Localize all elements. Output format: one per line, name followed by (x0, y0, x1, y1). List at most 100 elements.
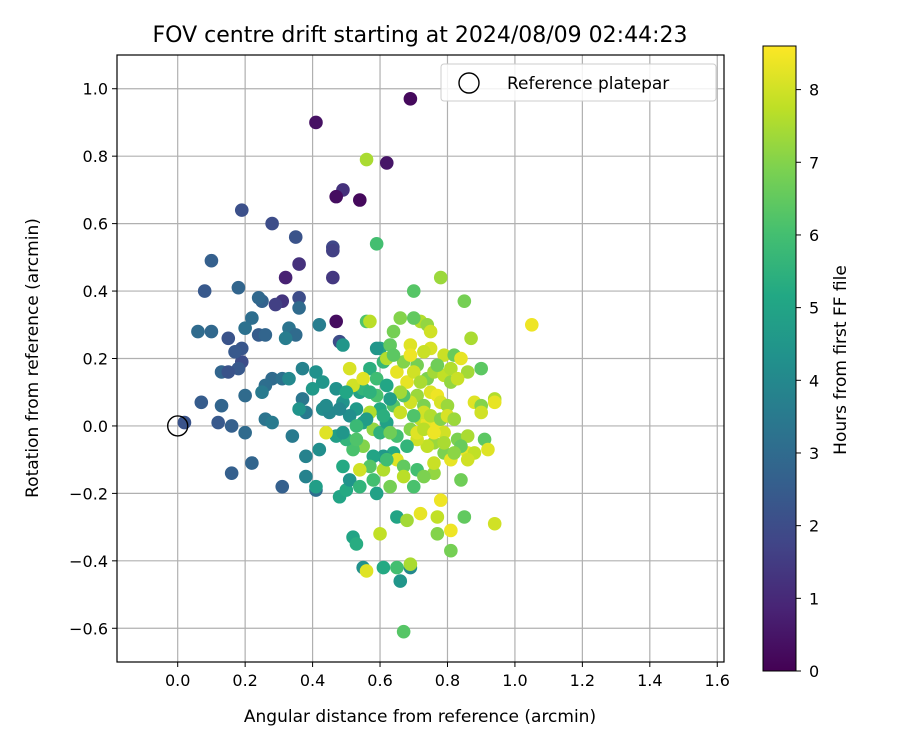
data-point (342, 361, 357, 376)
y-tick-label: −0.6 (69, 619, 108, 638)
data-point (403, 557, 418, 572)
data-point (245, 456, 259, 470)
data-point (460, 429, 475, 443)
data-point (231, 280, 246, 295)
x-tick-label: 0.6 (367, 671, 392, 690)
data-point (204, 324, 219, 339)
data-point (332, 402, 347, 416)
reference-platepar-marker (166, 415, 189, 437)
data-point (353, 462, 367, 477)
x-tick-label: 1.0 (502, 671, 527, 690)
data-point (224, 419, 239, 433)
data-point (430, 358, 445, 373)
data-point (305, 382, 320, 396)
data-point (265, 415, 279, 430)
data-point (363, 385, 377, 400)
data-point (309, 365, 323, 379)
legend: Reference platepar (440, 63, 717, 102)
data-point (474, 405, 489, 420)
data-point (413, 506, 428, 521)
data-point (430, 510, 445, 524)
data-point (379, 156, 394, 170)
colorbar-tick-label: 0 (809, 662, 819, 681)
data-point (383, 425, 397, 440)
data-point (366, 473, 381, 487)
data-point (376, 560, 391, 575)
y-tick-label: 0.2 (83, 350, 108, 369)
data-point (390, 365, 404, 379)
data-point (406, 284, 421, 298)
colorbar-label: Hours from first FF file (831, 265, 851, 455)
data-point (427, 425, 441, 440)
data-point (329, 189, 343, 204)
data-point (326, 270, 340, 285)
colorbar-gradient (762, 45, 797, 672)
data-point (403, 338, 418, 352)
data-point (460, 452, 475, 467)
data-point (474, 361, 489, 376)
data-point (238, 321, 252, 335)
data-point (403, 92, 418, 106)
legend-entry-reference: Reference platepar (507, 74, 669, 94)
data-point (356, 371, 370, 386)
x-tick-label: 0.0 (165, 671, 190, 690)
x-tick-label: 0.4 (300, 671, 325, 690)
data-point (406, 479, 421, 494)
y-tick-label: 0.6 (83, 215, 108, 234)
data-point (299, 469, 313, 484)
data-points (177, 92, 539, 639)
data-point (369, 371, 384, 386)
data-point (393, 405, 408, 420)
data-point (329, 314, 343, 329)
data-point (288, 230, 303, 244)
data-point (386, 324, 401, 339)
x-axis-ticks: 0.0 0.2 0.4 0.6 0.8 1.0 1.2 1.4 1.6 (165, 662, 730, 690)
data-point (400, 375, 414, 389)
data-point (292, 291, 306, 305)
data-point (292, 301, 306, 315)
data-point (197, 284, 212, 298)
data-point (342, 409, 357, 423)
data-point (194, 395, 209, 410)
data-point (423, 324, 438, 339)
data-point (319, 425, 333, 440)
data-point (353, 479, 367, 494)
data-point (406, 311, 421, 325)
data-point (457, 294, 472, 308)
data-point (457, 510, 472, 524)
y-axis-label: Rotation from reference (arcmin) (23, 218, 43, 498)
colorbar-tick-label: 8 (809, 81, 819, 100)
y-axis-ticks: 1.0 0.8 0.6 0.4 0.2 0.0 −0.2 −0.4 −0.6 (69, 80, 117, 638)
data-point (299, 449, 313, 464)
data-point (275, 479, 290, 494)
y-tick-label: 1.0 (83, 80, 108, 99)
data-point (390, 560, 404, 575)
data-point (450, 371, 465, 386)
data-point (454, 351, 468, 366)
data-point (292, 257, 306, 271)
y-tick-label: −0.2 (69, 484, 108, 503)
chart-title: FOV centre drift starting at 2024/08/09 … (153, 23, 688, 48)
data-point (379, 452, 394, 467)
x-axis-label: Angular distance from reference (arcmin) (244, 707, 596, 727)
data-point (481, 442, 495, 457)
data-point (437, 425, 451, 440)
data-point (393, 385, 408, 400)
data-point (464, 331, 478, 346)
colorbar-tick-label: 5 (809, 299, 819, 318)
data-point (349, 537, 364, 551)
data-point (258, 328, 273, 342)
legend-marker-icon (458, 72, 480, 94)
data-point (265, 216, 279, 231)
data-point (342, 473, 357, 487)
data-point (417, 469, 431, 484)
data-point (413, 375, 428, 389)
data-point (309, 479, 323, 494)
data-point (228, 344, 242, 359)
data-point (285, 429, 300, 443)
data-point (417, 344, 431, 359)
data-point (444, 523, 458, 538)
data-point (406, 409, 421, 423)
colorbar-tick-label: 3 (809, 444, 819, 463)
